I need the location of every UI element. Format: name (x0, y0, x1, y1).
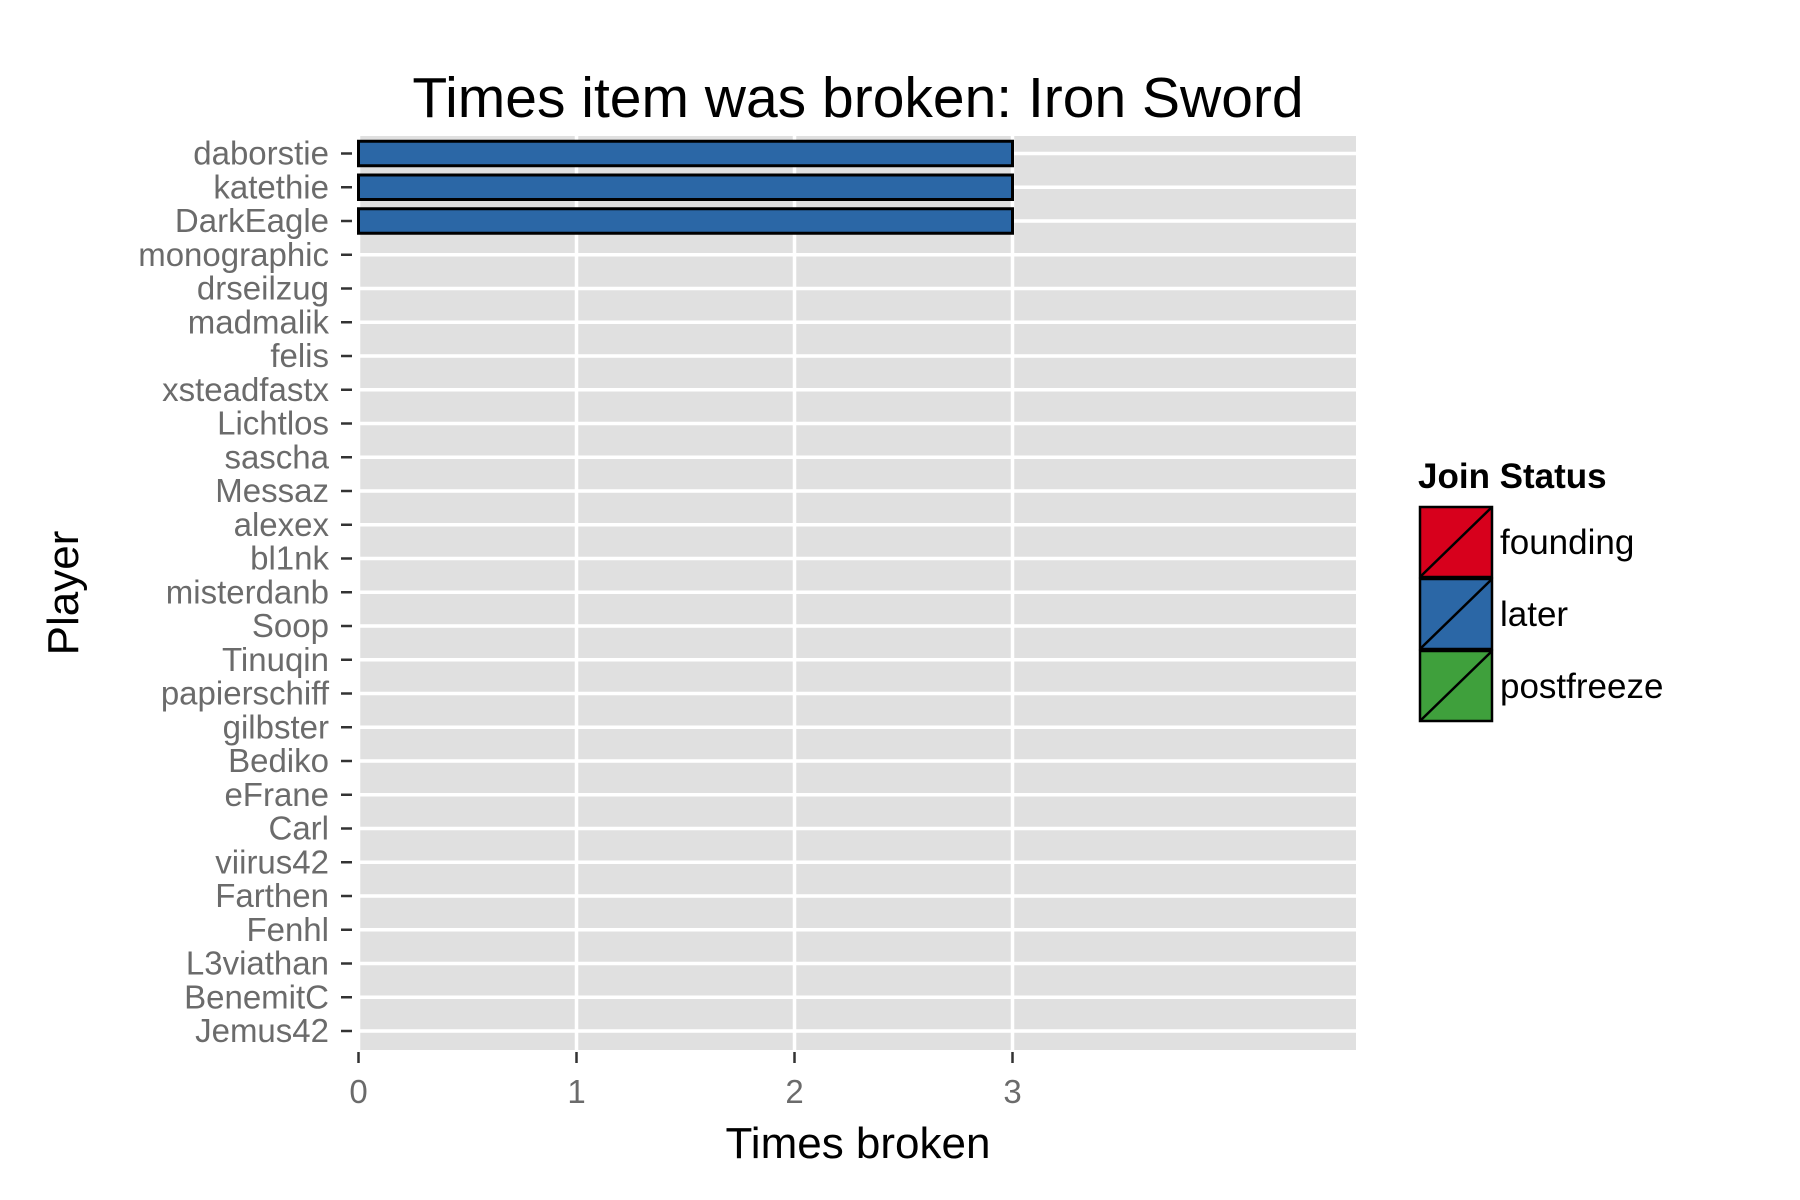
legend-label: founding (1500, 523, 1634, 562)
y-tick-label: katethie (213, 168, 329, 205)
legend: Join Status founding later postfreeze (1418, 457, 1663, 723)
y-tick-label: Jemus42 (195, 1012, 329, 1049)
legend-label: later (1500, 595, 1568, 634)
y-tick-label: sascha (224, 438, 329, 475)
legend-key-diagonal (1420, 651, 1492, 721)
y-tick-label: misterdanb (166, 573, 329, 610)
x-tick-label: 0 (349, 1073, 367, 1110)
legend-title: Join Status (1418, 457, 1607, 496)
bar-katethie (357, 173, 1014, 201)
y-tick-label: Bediko (228, 742, 329, 779)
y-tick-label: L3viathan (186, 945, 329, 982)
y-axis-ticks: daborstiekatethieDarkEaglemonographicdrs… (138, 135, 352, 1049)
y-axis-title: Player (39, 531, 88, 656)
legend-label: postfreeze (1500, 667, 1663, 706)
y-tick-label: papierschiff (161, 675, 330, 712)
bar-DarkEagle (357, 207, 1014, 235)
y-tick-label: xsteadfastx (162, 371, 329, 408)
y-tick-label: drseilzug (197, 270, 329, 307)
legend-item-founding: founding (1418, 505, 1634, 579)
y-tick-label: Farthen (215, 877, 329, 914)
gridlines (356, 136, 1356, 1050)
chart-title: Times item was broken: Iron Sword (412, 66, 1303, 130)
y-tick-label: viirus42 (215, 843, 329, 880)
y-tick-label: Lichtlos (217, 405, 329, 442)
x-axis-title: Times broken (726, 1119, 991, 1168)
y-tick-label: BenemitC (184, 978, 329, 1015)
legend-key-diagonal (1420, 579, 1492, 649)
y-tick-label: alexex (234, 506, 330, 543)
y-tick-label: gilbster (223, 708, 329, 745)
legend-item-postfreeze: postfreeze (1418, 649, 1663, 723)
y-tick-label: felis (270, 337, 329, 374)
y-tick-label: bl1nk (250, 540, 329, 577)
legend-key-diagonal (1420, 507, 1492, 577)
y-tick-label: Tinuqin (222, 641, 329, 678)
y-tick-label: eFrane (224, 776, 329, 813)
bars (357, 139, 1014, 235)
y-tick-label: Carl (268, 810, 329, 847)
x-tick-label: 3 (1003, 1073, 1021, 1110)
y-tick-label: Fenhl (246, 911, 329, 948)
y-tick-label: DarkEagle (175, 202, 329, 239)
x-tick-label: 1 (567, 1073, 585, 1110)
y-tick-label: daborstie (193, 135, 329, 172)
x-axis-ticks: 0 1 2 3 (349, 1052, 1022, 1110)
y-tick-label: madmalik (188, 303, 330, 340)
y-tick-label: monographic (138, 236, 329, 273)
y-tick-label: Soop (252, 607, 329, 644)
x-tick-label: 2 (785, 1073, 803, 1110)
legend-item-later: later (1418, 577, 1568, 651)
y-tick-label: Messaz (215, 472, 329, 509)
bar-daborstie (357, 139, 1014, 168)
